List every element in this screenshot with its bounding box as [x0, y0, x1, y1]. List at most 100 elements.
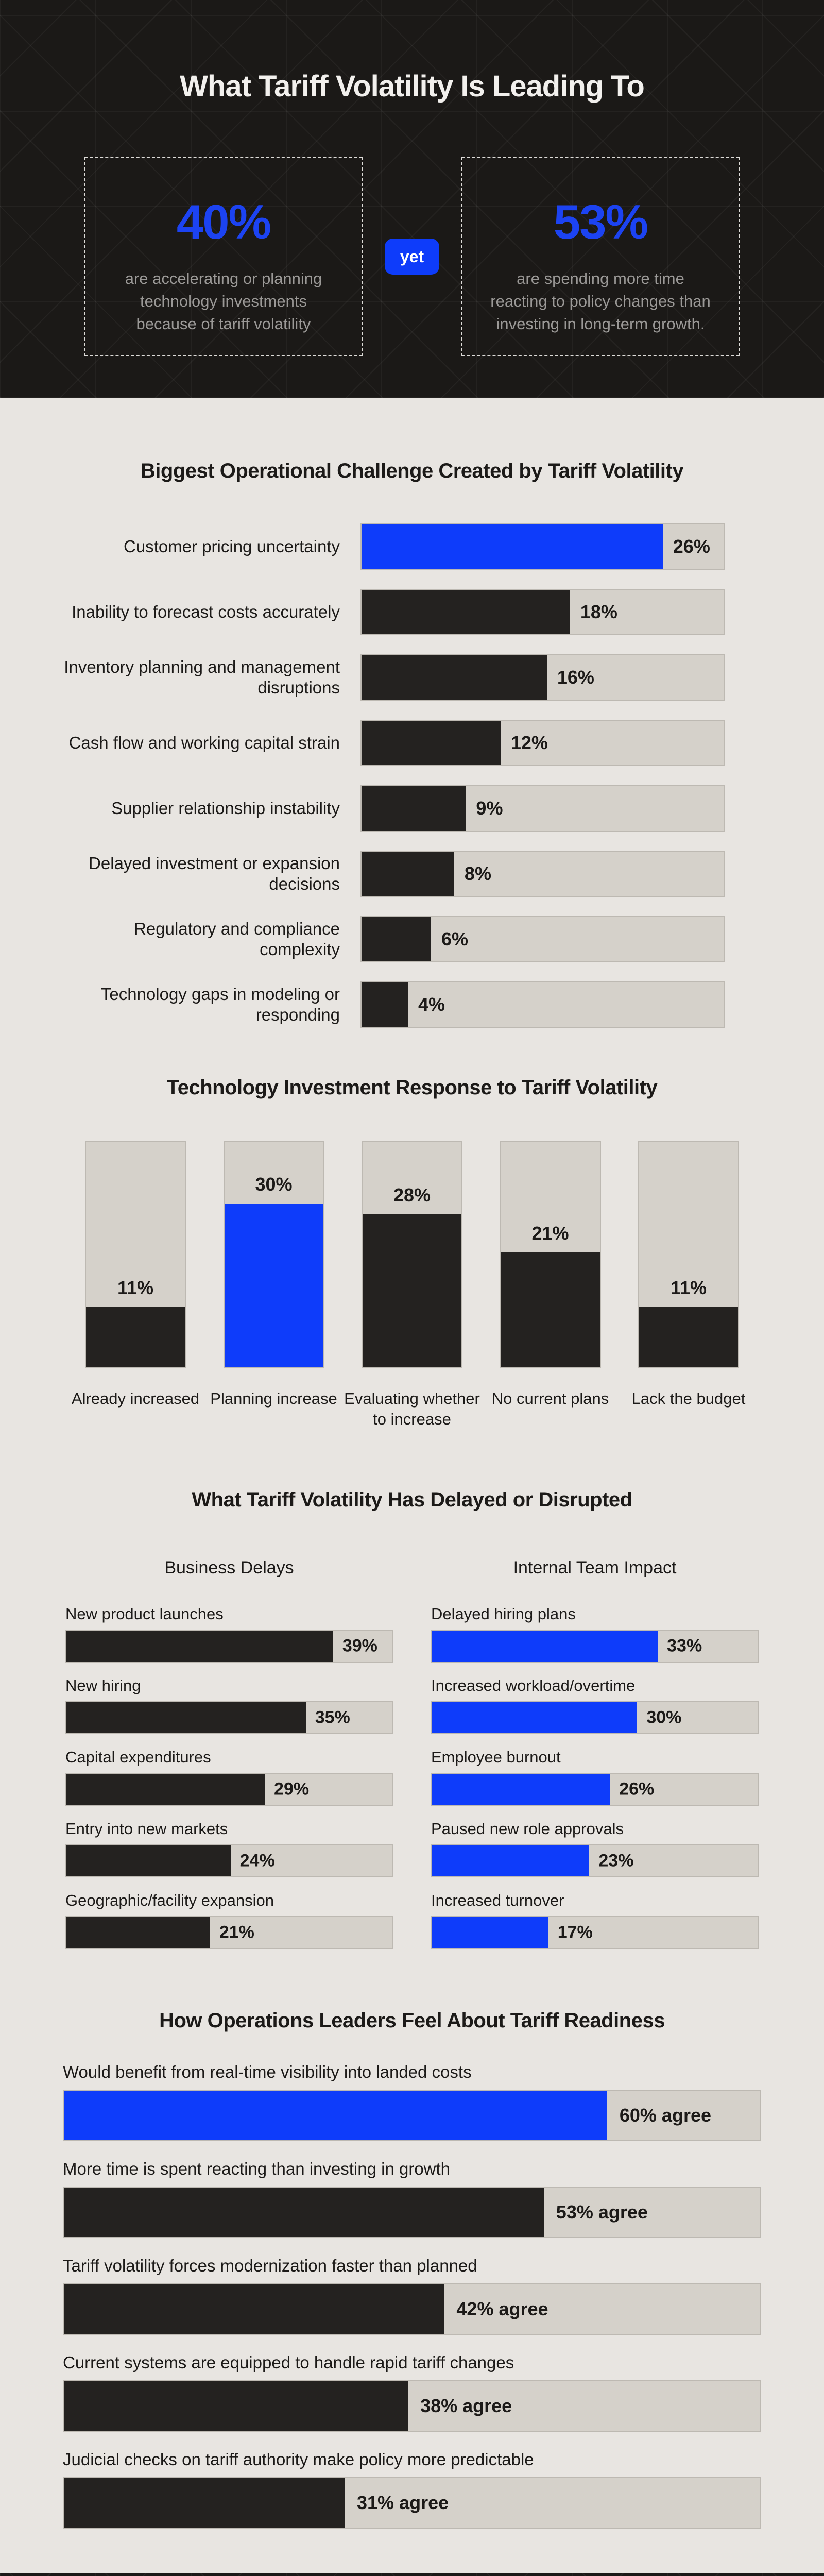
bar-category-label: Technology gaps in modeling or respondin…: [100, 985, 340, 1024]
bar-row: Delayed hiring plans 33%: [431, 1605, 759, 1663]
section-title-tariff-readiness: How Operations Leaders Feel About Tariff…: [159, 2009, 665, 2032]
bar-category-label: Lack the budget: [631, 1389, 746, 1408]
bar-row: More time is spent reacting than investi…: [63, 2159, 761, 2238]
bar-row: Increased turnover 17%: [431, 1891, 759, 1949]
bar-row: Would benefit from real-time visibility …: [63, 2062, 761, 2141]
section-tariff-readiness: How Operations Leaders Feel About Tariff…: [0, 2008, 824, 2529]
bar-track: 6%: [360, 916, 725, 962]
bar-value-label: 11%: [117, 1277, 154, 1298]
bar-fill: [224, 1203, 323, 1367]
bar-fill: [66, 1631, 333, 1662]
bar-category-label: Judicial checks on tariff authority make…: [63, 2450, 534, 2469]
bar-category-label: Regulatory and compliance complexity: [134, 919, 340, 959]
bar-fill: [432, 1774, 610, 1805]
stat-value-right: 53%: [553, 195, 648, 249]
stat-box-left: 40% are accelerating or planning technolo…: [84, 157, 363, 356]
bar-category-label: Would benefit from real-time visibility …: [63, 2062, 472, 2081]
bar-track: 9%: [360, 785, 725, 832]
bar-track: 31% agree: [63, 2477, 761, 2529]
bar-track: 21%: [65, 1916, 393, 1949]
agreement-bar-chart: Would benefit from real-time visibility …: [0, 2062, 824, 2529]
bar-category-label: New hiring: [65, 1676, 141, 1694]
bar-value-label: 60% agree: [619, 2105, 711, 2126]
bar-row: Inability to forecast costs accurately 18…: [52, 589, 824, 635]
bar-category-label: Entry into new markets: [65, 1820, 228, 1838]
bar-value-label: 6%: [441, 928, 468, 950]
group-title: Business Delays: [164, 1558, 294, 1578]
bar-fill: [639, 1307, 738, 1367]
bar-track: 18%: [360, 589, 725, 635]
bar-track: 21%: [500, 1141, 601, 1368]
bar-fill: [362, 917, 431, 961]
bar-row: Increased workload/overtime 30%: [431, 1676, 759, 1734]
bar-column: 28% Evaluating whether to increase: [344, 1141, 480, 1430]
bar-track: 35%: [65, 1701, 393, 1734]
bar-value-label: 8%: [464, 863, 491, 884]
bar-fill: [432, 1702, 638, 1733]
bar-category-label: Planning increase: [210, 1389, 337, 1408]
section-operational-challenge: Biggest Operational Challenge Created by…: [0, 398, 824, 1028]
bar-track: 29%: [65, 1773, 393, 1806]
bar-value-label: 29%: [274, 1779, 310, 1799]
bar-value-label: 53% agree: [556, 2201, 648, 2223]
bar-track: 38% agree: [63, 2380, 761, 2432]
bar-column: 21% No current plans: [492, 1141, 609, 1430]
bar-row: Regulatory and compliance complexity 6%: [52, 916, 824, 962]
bar-track: 26%: [360, 523, 725, 570]
stat-value-left: 40%: [176, 195, 271, 249]
vbar-chart: 11% Already increased 30% Planning increase…: [0, 1141, 824, 1430]
bar-value-label: 31% agree: [357, 2492, 449, 2513]
stat-box-right: 53% are spending more time reacting to po…: [461, 157, 740, 356]
bar-track: 12%: [360, 720, 725, 766]
bar-value-label: 12%: [510, 732, 548, 753]
bar-fill: [432, 1631, 658, 1662]
bar-row: Customer pricing uncertainty 26%: [52, 523, 824, 570]
bar-value-label: 16%: [557, 667, 594, 688]
bar-value-label: 35%: [315, 1707, 350, 1727]
bar-track: 42% agree: [63, 2283, 761, 2335]
bar-fill: [66, 1917, 210, 1948]
bar-row: Delayed investment or expansion decision…: [52, 851, 824, 897]
bar-fill: [66, 1774, 265, 1805]
bar-column: 30% Planning increase: [210, 1141, 337, 1430]
bar-track: 28%: [362, 1141, 462, 1368]
bar-category-label: Already increased: [71, 1389, 200, 1408]
bar-row: Judicial checks on tariff authority make…: [63, 2449, 761, 2529]
bar-category-label: No current plans: [491, 1389, 609, 1408]
bar-fill: [362, 721, 501, 765]
bar-track: 11%: [85, 1141, 186, 1368]
bar-row: New product launches 39%: [65, 1605, 393, 1663]
bar-category-label: More time is spent reacting than investi…: [63, 2159, 451, 2178]
bar-row: Technology gaps in modeling or respondin…: [52, 981, 824, 1028]
bar-track: 17%: [431, 1916, 759, 1949]
bar-track: 16%: [360, 654, 725, 701]
bar-category-label: Current systems are equipped to handle r…: [63, 2353, 514, 2372]
bar-fill: [66, 1702, 306, 1733]
bar-category-label: Delayed investment or expansion decision…: [89, 854, 340, 893]
bar-category-label: Increased workload/overtime: [431, 1676, 636, 1694]
infographic-body: Biggest Operational Challenge Created by…: [0, 398, 824, 2573]
group-title: Internal Team Impact: [513, 1558, 677, 1578]
bar-row: Inventory planning and management disrup…: [52, 654, 824, 701]
bar-category-label: Paused new role approvals: [431, 1820, 624, 1838]
stat-desc-right: are spending more time reacting to policy…: [490, 269, 711, 333]
bar-fill: [362, 524, 663, 569]
hbar-chart: Customer pricing uncertainty 26% Inability…: [0, 523, 824, 1028]
bar-value-label: 33%: [667, 1636, 702, 1656]
bar-value-label: 42% agree: [456, 2298, 548, 2319]
bar-category-label: Geographic/facility expansion: [65, 1891, 274, 1909]
bar-row: Cash flow and working capital strain 12%: [52, 720, 824, 766]
bar-row: Geographic/facility expansion 21%: [65, 1891, 393, 1949]
bar-value-label: 30%: [255, 1173, 293, 1195]
bar-track: 24%: [65, 1844, 393, 1877]
section-title-tech-investment: Technology Investment Response to Tariff…: [166, 1076, 658, 1099]
bar-value-label: 24%: [239, 1851, 275, 1871]
bar-fill: [362, 590, 570, 634]
bar-category-label: Tariff volatility forces modernization f…: [63, 2256, 477, 2275]
bar-track: 26%: [431, 1773, 759, 1806]
grouped-bar-chart: Business Delays New product launches 39% Ne…: [0, 1557, 824, 1949]
bar-category-label: Increased turnover: [431, 1891, 564, 1909]
bar-fill: [64, 2188, 544, 2237]
section-tech-investment: Technology Investment Response to Tariff…: [0, 1075, 824, 1430]
bar-row: Entry into new markets 24%: [65, 1820, 393, 1877]
